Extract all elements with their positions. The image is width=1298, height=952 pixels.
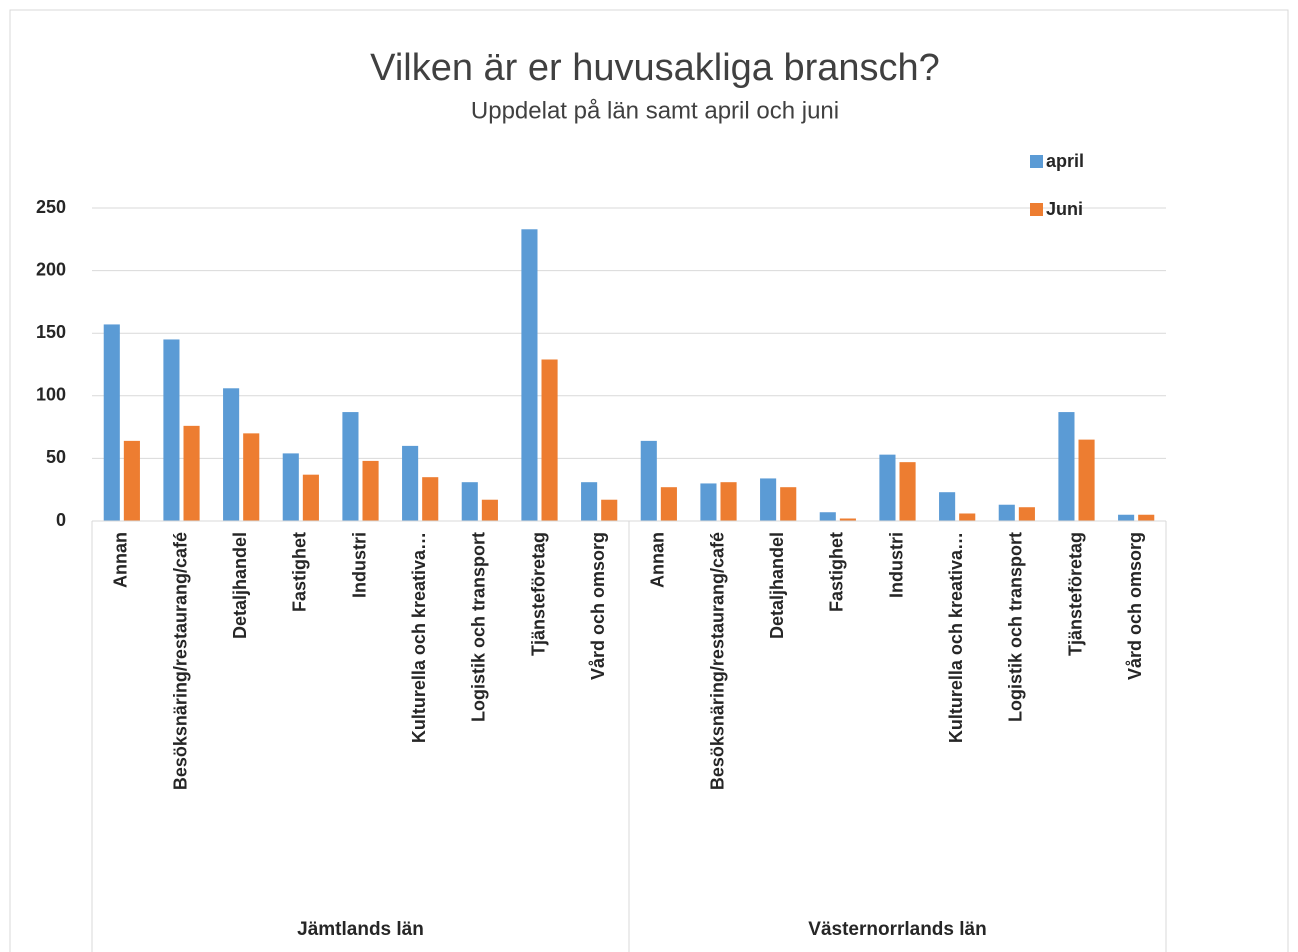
bar [601,499,618,521]
bar [183,425,200,521]
bar [998,504,1015,521]
x-tick-label: Kulturella och kreativa… [946,532,966,743]
legend-swatch [1030,203,1043,216]
bar [123,440,140,521]
bar [461,482,478,521]
x-tick-label: Besöksnäring/restaurang/café [170,532,190,790]
y-tick-label: 0 [56,510,66,530]
x-tick-label: Fastighet [290,532,310,612]
x-tick-label: Vård och omsorg [1125,532,1145,680]
chart-subtitle: Uppdelat på län samt april och juni [471,97,839,124]
bar [720,482,737,521]
y-tick-label: 50 [46,447,66,467]
bar [481,499,498,521]
x-tick-label: Industri [886,532,906,598]
bar [581,482,598,521]
x-tick-label: Kulturella och kreativa… [409,532,429,743]
x-tick-label: Vård och omsorg [588,532,608,680]
bar [163,339,180,521]
legend-label: april [1046,151,1084,171]
legend-label: Juni [1046,199,1083,219]
bar [402,445,419,521]
group-label: Jämtlands län [297,919,424,940]
bar [839,518,856,521]
bar [243,433,260,521]
bar [660,487,677,521]
y-tick-label: 200 [36,259,66,279]
x-tick-label: Tjänsteföretag [528,532,548,656]
y-tick-label: 250 [36,197,66,217]
y-tick-label: 150 [36,322,66,342]
x-tick-label: Fastighet [827,532,847,612]
x-tick-label: Logistik och transport [469,532,489,722]
bar [760,478,777,521]
bar [362,460,379,521]
bar [899,462,916,521]
bar [939,492,956,521]
bar [422,477,439,521]
bar [700,483,717,521]
chart-title: Vilken är er huvusakliga bransch? [370,47,940,89]
x-tick-label: Detaljhandel [767,532,787,639]
x-tick-label: Logistik och transport [1006,532,1026,722]
bar [223,388,240,521]
bar [103,324,120,521]
bar [1118,514,1135,521]
group-label: Västernorrlands län [808,919,986,940]
bar [302,474,319,521]
bar [780,487,797,521]
bar [1138,514,1155,521]
bar [1078,439,1095,521]
x-tick-label: Annan [648,532,668,588]
legend-swatch [1030,155,1043,168]
bar [959,513,976,521]
bar [541,359,558,521]
x-tick-label: Annan [111,532,131,588]
bar [282,453,299,521]
y-tick-label: 100 [36,385,66,405]
bar [342,412,359,521]
x-tick-label: Detaljhandel [230,532,250,639]
bar [819,512,836,521]
x-tick-label: Industri [349,532,369,598]
bar [879,454,896,521]
bar [521,229,538,521]
bar [1058,412,1075,521]
bar [640,440,657,521]
x-tick-label: Besöksnäring/restaurang/café [707,532,727,790]
bar [1018,507,1035,521]
x-tick-label: Tjänsteföretag [1065,532,1085,656]
